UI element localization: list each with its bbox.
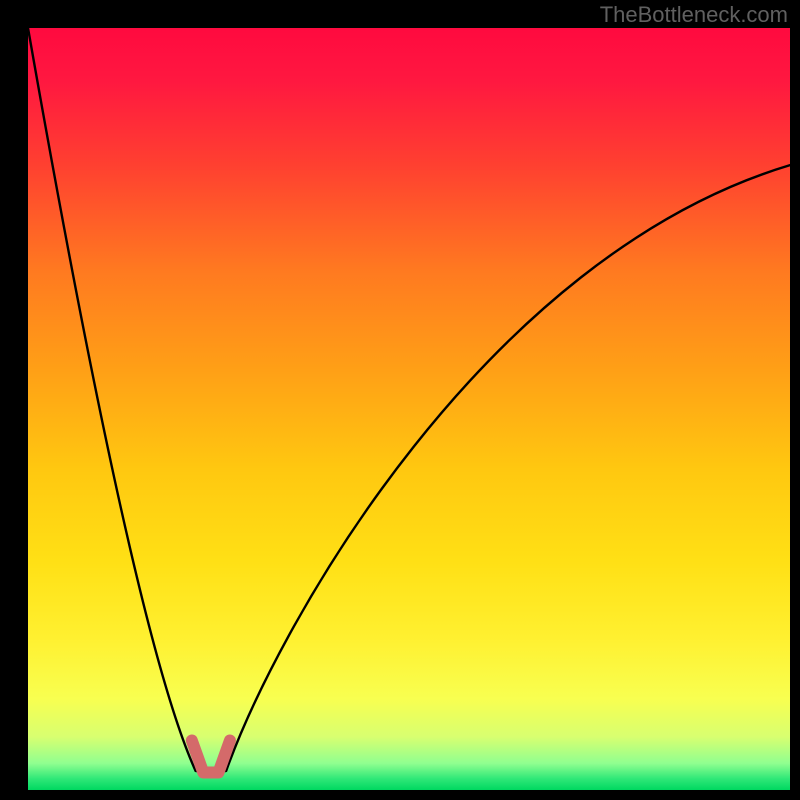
- watermark-text: TheBottleneck.com: [600, 2, 788, 28]
- plot-area: [28, 28, 790, 790]
- chart-container: TheBottleneck.com: [0, 0, 800, 800]
- valley-highlight-marker: [192, 740, 230, 772]
- curve-layer: [28, 28, 790, 790]
- bottleneck-curve: [28, 28, 790, 773]
